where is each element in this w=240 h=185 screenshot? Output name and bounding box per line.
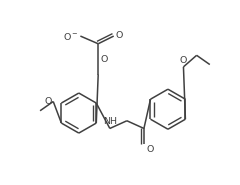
Text: O: O xyxy=(101,55,108,64)
Text: O: O xyxy=(146,145,154,154)
Text: O: O xyxy=(115,31,123,40)
Text: NH: NH xyxy=(103,117,117,126)
Text: O$^-$: O$^-$ xyxy=(63,31,79,42)
Text: O: O xyxy=(44,97,52,106)
Text: O: O xyxy=(180,56,187,65)
